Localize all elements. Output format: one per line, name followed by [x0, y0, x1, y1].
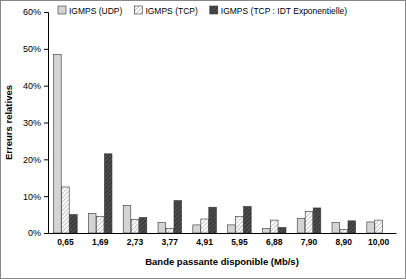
legend-label: IGMPS (UDP) — [69, 6, 123, 16]
x-tick: 3,77 — [162, 233, 179, 247]
bar — [262, 229, 270, 233]
x-tick: 0,65 — [57, 233, 74, 247]
bar — [305, 212, 313, 233]
bar — [244, 206, 252, 233]
x-axis: 0,65 1,69 2,73 3,77 4,91 5,95 6,88 7,90 8,90 10,0… — [49, 233, 397, 247]
y-tick-label: 40% — [23, 81, 41, 91]
plot: 0% 10% 20% 30% 40% 50% 60% 0,65 1,69 2,73 3,77 4,91… — [23, 7, 397, 247]
y-tick: 60% — [23, 7, 48, 17]
y-tick-label: 30% — [23, 118, 41, 128]
legend-label: IGMPS (TCP) — [145, 6, 198, 16]
y-axis: 0% 10% 20% 30% 40% 50% 60% — [23, 7, 49, 238]
x-tick-label: 5,95 — [231, 237, 248, 247]
x-tick-label: 3,77 — [162, 237, 179, 247]
bar — [70, 215, 78, 233]
y-tick: 0% — [28, 228, 48, 238]
x-tick: 10,00 — [368, 233, 390, 247]
legend-label: IGMPS (TCP : IDT Exponentielle) — [221, 6, 347, 16]
bar — [278, 227, 286, 233]
legend: IGMPS (UDP) IGMPS (TCP) IGMPS (TCP : IDT E… — [58, 6, 347, 16]
legend-item: IGMPS (UDP) — [58, 6, 123, 16]
bar — [209, 207, 217, 233]
chart: 0% 10% 20% 30% 40% 50% 60% 0,65 1,69 2,73 3,77 4,91… — [0, 0, 406, 279]
y-tick: 10% — [23, 192, 48, 202]
y-tick-mark — [44, 233, 48, 234]
bar — [332, 223, 340, 233]
bar — [174, 201, 182, 233]
y-tick-mark — [44, 12, 48, 13]
bar — [270, 220, 278, 233]
legend-item: IGMPS (TCP : IDT Exponentielle) — [210, 6, 347, 16]
x-tick-label: 0,65 — [57, 237, 74, 247]
legend-item: IGMPS (TCP) — [134, 6, 198, 16]
y-tick: 20% — [23, 155, 48, 165]
x-tick-label: 6,88 — [266, 237, 283, 247]
legend-swatch — [58, 6, 66, 14]
bar — [348, 221, 356, 233]
frame — [1, 1, 406, 279]
x-tick-label: 10,00 — [368, 237, 390, 247]
bars — [54, 54, 383, 233]
bar — [104, 154, 112, 233]
x-tick: 4,91 — [196, 233, 213, 247]
x-axis-line — [49, 233, 397, 234]
y-tick: 40% — [23, 81, 48, 91]
bar — [367, 222, 375, 233]
y-tick: 50% — [23, 44, 48, 54]
bar — [88, 213, 96, 233]
x-tick-label: 7,90 — [301, 237, 318, 247]
bar — [166, 229, 174, 233]
x-tick-label: 4,91 — [196, 237, 213, 247]
y-axis-title: Erreurs relatives — [3, 85, 14, 160]
bar — [158, 223, 166, 233]
y-tick-mark — [44, 123, 48, 124]
y-tick-label: 50% — [23, 44, 41, 54]
y-tick-mark — [44, 196, 48, 197]
x-tick: 6,88 — [266, 233, 283, 247]
bar — [375, 220, 383, 233]
y-axis-line — [44, 13, 49, 234]
bar — [96, 216, 104, 233]
x-tick: 8,90 — [336, 233, 353, 247]
x-tick: 2,73 — [127, 233, 144, 247]
bar — [193, 225, 201, 233]
x-tick-label: 2,73 — [127, 237, 144, 247]
y-tick-mark — [44, 49, 48, 50]
y-tick-label: 20% — [23, 155, 41, 165]
bar — [297, 218, 305, 233]
bar — [123, 205, 131, 233]
bar — [131, 219, 139, 233]
bar — [340, 229, 348, 233]
legend-swatch — [210, 6, 218, 14]
x-tick: 5,95 — [231, 233, 248, 247]
legend-swatch — [134, 6, 142, 14]
x-tick-label: 8,90 — [336, 237, 353, 247]
x-tick: 7,90 — [301, 233, 318, 247]
y-tick-label: 60% — [23, 7, 41, 17]
y-tick-label: 0% — [28, 228, 41, 238]
bar — [236, 216, 244, 233]
x-tick: 1,69 — [92, 233, 109, 247]
bar — [62, 187, 70, 233]
y-tick-mark — [44, 159, 48, 160]
bar — [54, 54, 62, 233]
y-tick-label: 10% — [23, 192, 41, 202]
bar — [313, 208, 321, 233]
bar — [201, 219, 209, 233]
bar — [139, 218, 147, 233]
y-tick: 30% — [23, 118, 48, 128]
x-axis-title: Bande passante disponible (Mb/s) — [145, 256, 299, 267]
y-tick-mark — [44, 86, 48, 87]
bar — [228, 225, 236, 233]
x-tick-label: 1,69 — [92, 237, 109, 247]
